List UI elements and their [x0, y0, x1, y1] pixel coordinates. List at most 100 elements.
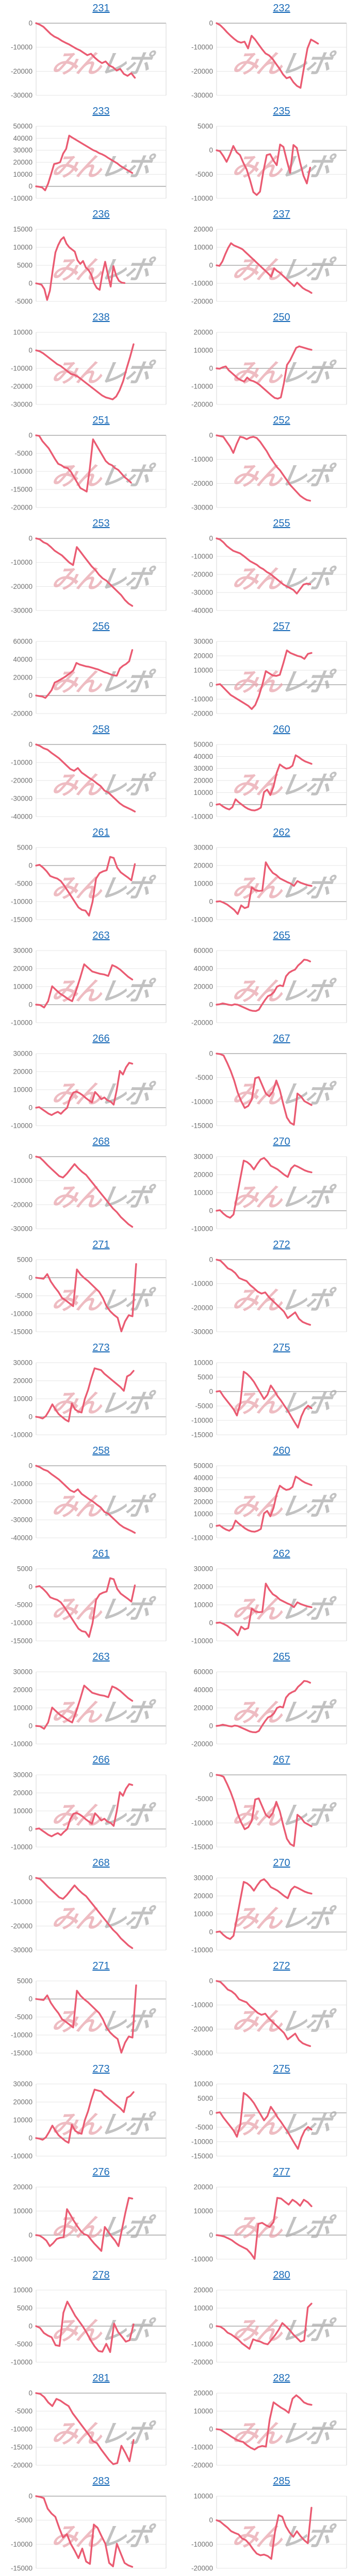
y-tick-label: -30000: [11, 607, 32, 615]
chart-title-link[interactable]: 233: [92, 106, 110, 117]
chart-cell: 60000 40000 20000 0 -20000 みん レポ 265: [180, 1649, 361, 1752]
chart-title-link[interactable]: 235: [273, 106, 290, 117]
series-line: [216, 861, 313, 915]
chart-title-link[interactable]: 271: [92, 1960, 110, 1972]
y-tick-label: 10000: [193, 2304, 213, 2312]
chart-cell: 20000 10000 0 -10000 -20000 みん レポ 282: [180, 2370, 361, 2473]
chart-title-link[interactable]: 251: [92, 415, 110, 426]
y-tick-label: -10000: [191, 1637, 213, 1645]
chart-line-svg: [35, 22, 136, 79]
chart-cell: 30000 20000 10000 0 -10000 みん レポ 273: [0, 2061, 180, 2164]
chart-title-link[interactable]: 253: [92, 518, 110, 529]
chart-title-link[interactable]: 268: [92, 1136, 110, 1147]
chart-line-svg: [216, 22, 319, 89]
y-tick-label: 10000: [193, 1910, 213, 1918]
y-tick-label: 0: [209, 535, 213, 543]
y-tick-label: 40000: [193, 965, 213, 973]
series-line: [216, 2506, 313, 2560]
series-line: [216, 1980, 311, 2047]
chart-title-link[interactable]: 267: [273, 1033, 290, 1044]
y-tick-label: -20000: [11, 1201, 32, 1209]
chart-title-link[interactable]: 272: [273, 1239, 290, 1250]
y-tick-label: -5000: [14, 880, 32, 888]
chart-line-svg: [216, 754, 313, 811]
y-tick-label: 20000: [193, 2183, 213, 2191]
chart-line-svg: [216, 2197, 313, 2260]
chart-title-link[interactable]: 265: [273, 1651, 290, 1663]
y-tick-label: 0: [209, 2109, 213, 2117]
series-line: [35, 537, 134, 607]
chart-title-link[interactable]: 250: [273, 312, 290, 323]
chart-title-link[interactable]: 283: [92, 2476, 110, 2487]
y-tick-label: 10000: [193, 1189, 213, 1197]
chart-title-link[interactable]: 256: [92, 621, 110, 632]
series-line: [216, 537, 311, 595]
chart-title-link[interactable]: 268: [92, 1857, 110, 1869]
chart-title-link[interactable]: 257: [273, 621, 290, 632]
y-tick-label: 10000: [13, 983, 32, 991]
y-tick-label: 0: [209, 2323, 213, 2330]
chart-title-link[interactable]: 271: [92, 1239, 110, 1250]
y-tick-label: -10000: [191, 1946, 213, 1954]
chart-title-link[interactable]: 260: [273, 1445, 290, 1456]
chart-title-link[interactable]: 282: [273, 2372, 290, 2384]
y-tick-label: 5000: [198, 2095, 213, 2103]
chart-title-link[interactable]: 277: [273, 2166, 290, 2178]
chart-title-link[interactable]: 273: [92, 2063, 110, 2075]
chart-grid-svg: 30000 20000 10000 0 -10000 -20000: [191, 638, 347, 718]
chart-title-link[interactable]: 237: [273, 209, 290, 220]
chart-title-link[interactable]: 270: [273, 1136, 290, 1147]
chart-title-link[interactable]: 238: [92, 312, 110, 323]
chart-line-svg: [35, 1984, 137, 2054]
chart-title-link[interactable]: 261: [92, 1548, 110, 1560]
chart-title-link[interactable]: 262: [273, 827, 290, 838]
chart-title-link[interactable]: 258: [92, 1445, 110, 1456]
y-tick-label: 0: [209, 2516, 213, 2524]
series-line: [216, 1259, 311, 1326]
chart-cell: 0 -10000 -20000 -30000 みん レポ 272: [180, 1236, 361, 1340]
chart-title-link[interactable]: 275: [273, 2063, 290, 2075]
chart-title-link[interactable]: 266: [92, 1033, 110, 1044]
chart-title-link[interactable]: 255: [273, 518, 290, 529]
chart-grid-svg: 60000 40000 20000 0 -20000: [11, 638, 167, 718]
chart-title-link[interactable]: 281: [92, 2372, 110, 2384]
y-tick-label: -10000: [11, 1177, 32, 1184]
chart-title-link[interactable]: 276: [92, 2166, 110, 2178]
y-tick-label: -5000: [14, 450, 32, 457]
chart-grid-svg: 10000 5000 0 -5000 -10000 -15000: [191, 2080, 347, 2160]
chart-title-link[interactable]: 252: [273, 415, 290, 426]
chart-title-link[interactable]: 272: [273, 1960, 290, 1972]
chart-line-svg: [216, 1157, 313, 1219]
chart-grid-svg: 0 -10000 -20000 -30000 -40000: [191, 535, 347, 615]
y-tick-label: -10000: [191, 383, 213, 391]
y-tick-label: -5000: [14, 2013, 32, 2021]
chart-cell: 5000 0 -5000 -10000 -15000 みん レポ 261: [0, 824, 180, 927]
chart-grid-svg: 0 -5000 -10000 -15000 -20000: [11, 432, 167, 512]
y-tick-label: 20000: [193, 2389, 213, 2397]
chart-title-link[interactable]: 232: [273, 3, 290, 14]
chart-title-link[interactable]: 263: [92, 930, 110, 941]
chart-title-link[interactable]: 270: [273, 1857, 290, 1869]
chart-title-link[interactable]: 265: [273, 930, 290, 941]
y-tick-label: 20000: [13, 1686, 32, 1694]
chart-title-link[interactable]: 231: [92, 3, 110, 14]
y-tick-label: 10000: [193, 2080, 213, 2088]
chart-title-link[interactable]: 263: [92, 1651, 110, 1663]
chart-title-link[interactable]: 275: [273, 1342, 290, 1353]
chart-title-link[interactable]: 258: [92, 724, 110, 735]
y-tick-label: -30000: [11, 1225, 32, 1233]
chart-title-link[interactable]: 278: [92, 2269, 110, 2281]
chart-title-link[interactable]: 262: [273, 1548, 290, 1560]
series-line: [216, 345, 313, 400]
y-tick-label: 30000: [13, 1359, 32, 1367]
chart-title-link[interactable]: 280: [273, 2269, 290, 2281]
chart-title-link[interactable]: 261: [92, 827, 110, 838]
chart-cell: 0 -10000 -20000 -30000 みん レポ 252: [180, 412, 361, 515]
chart-title-link[interactable]: 273: [92, 1342, 110, 1353]
chart-cell: 30000 20000 10000 0 -10000 みん レポ 263: [0, 1649, 180, 1752]
chart-title-link[interactable]: 266: [92, 1754, 110, 1766]
chart-title-link[interactable]: 285: [273, 2476, 290, 2487]
chart-title-link[interactable]: 267: [273, 1754, 290, 1766]
chart-title-link[interactable]: 236: [92, 209, 110, 220]
chart-title-link[interactable]: 260: [273, 724, 290, 735]
